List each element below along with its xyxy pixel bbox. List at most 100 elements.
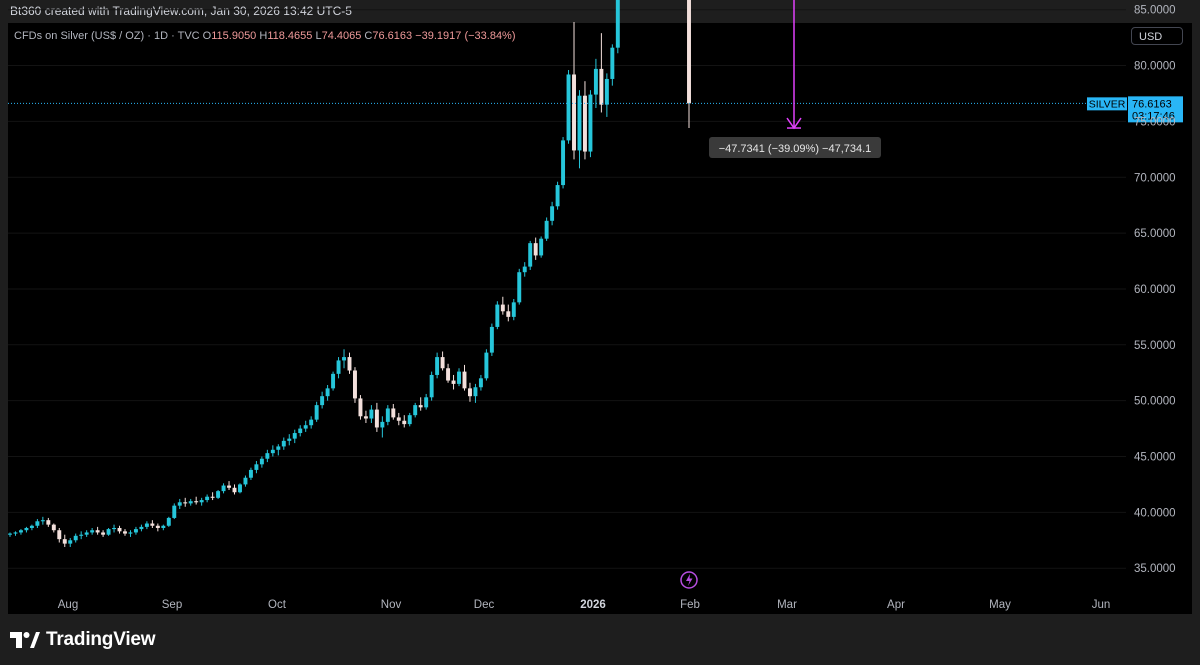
legend-close-label: C <box>364 30 373 42</box>
candle-body <box>506 311 511 317</box>
candle-body <box>90 530 95 533</box>
y-tick-label: 70.0000 <box>1134 172 1176 184</box>
candle-body <box>325 388 330 397</box>
symbol-tag-label: SILVER <box>1089 98 1126 110</box>
candle-body <box>451 380 456 384</box>
candle-body <box>582 95 587 152</box>
candle-body <box>331 373 336 389</box>
legend-low: L74.4065 <box>315 30 364 42</box>
y-tick-label: 35.0000 <box>1134 563 1176 575</box>
legend-close-value: 76.6163 <box>372 30 413 42</box>
candle-body <box>221 485 226 492</box>
candle-body <box>599 68 604 105</box>
tradingview-logo[interactable]: TradingView <box>10 628 156 652</box>
symbol-legend: CFDs on Silver (US$ / OZ) · 1D · TVC O11… <box>14 30 516 42</box>
candle-body <box>29 525 34 528</box>
candle-body <box>402 420 407 425</box>
price-tag-value: 76.6163 <box>1132 98 1172 110</box>
candle-body <box>424 397 429 408</box>
candle-body <box>57 530 62 540</box>
candle-body <box>35 521 40 526</box>
candle-body <box>139 526 144 530</box>
candle-body <box>566 74 571 141</box>
candle-body <box>413 405 418 416</box>
candle-body <box>363 416 368 419</box>
candle-body <box>199 500 204 503</box>
candle-body <box>473 387 478 397</box>
candle-body <box>303 425 308 429</box>
candle-body <box>489 326 494 353</box>
candle-body <box>374 409 379 428</box>
candle-body <box>68 540 73 544</box>
candle-body <box>467 388 472 397</box>
candle-body <box>259 458 264 465</box>
y-tick-label: 55.0000 <box>1134 340 1176 352</box>
candle-body <box>84 532 89 535</box>
measure-label: −47.7341 (−39.09%) −47,734.1 <box>719 143 872 155</box>
candle-body <box>577 95 582 151</box>
x-tick-label: Sep <box>162 599 182 611</box>
legend-low-value: 74.4065 <box>321 30 362 42</box>
candle-body <box>533 243 538 256</box>
candle-body <box>347 357 352 371</box>
candle-body <box>128 532 133 534</box>
candle-body <box>561 140 566 186</box>
grid <box>8 9 1126 569</box>
candle-body <box>517 272 522 303</box>
time-axis[interactable] <box>8 588 1126 614</box>
candle-body <box>555 185 560 207</box>
candle-body <box>500 304 505 312</box>
tradingview-logo-icon <box>10 632 40 648</box>
candle-body <box>572 74 576 151</box>
lightning-bolt <box>686 574 693 586</box>
x-tick-label: Feb <box>680 599 700 611</box>
candle-body <box>407 415 412 425</box>
y-tick-label: 60.0000 <box>1134 284 1176 296</box>
y-tick-label: 50.0000 <box>1134 396 1176 408</box>
candle-body <box>177 502 182 506</box>
symbol-tag <box>1087 97 1127 111</box>
currency-button[interactable]: USD <box>1131 27 1183 45</box>
candle-body <box>391 408 396 418</box>
legend-title: CFDs on Silver (US$ / OZ) · 1D · TVC <box>14 30 200 42</box>
candle-body <box>73 535 78 541</box>
legend-close: C76.6163 <box>364 30 415 42</box>
candle-body <box>62 539 67 544</box>
x-tick-label: Dec <box>474 599 495 611</box>
candle-body <box>13 532 18 534</box>
candle-body <box>161 525 166 528</box>
x-tick-label: Jun <box>1092 599 1111 611</box>
y-tick-labels: 35.0000 40.0000 45.0000 50.0000 55.0000 60.00… <box>1134 5 1176 576</box>
legend-high-value: 118.4655 <box>267 30 313 42</box>
candle-body <box>495 304 500 327</box>
candle-body <box>380 421 385 428</box>
lightning-icon[interactable] <box>680 571 698 589</box>
top-bar: Bt360 created with TradingView.com, Jan … <box>0 0 1200 22</box>
legend-high-label: H <box>259 30 268 42</box>
candle-body <box>309 419 314 426</box>
candle-body <box>435 357 440 375</box>
candle-body <box>320 396 325 406</box>
candle-body <box>254 464 259 470</box>
candle-body <box>342 357 346 361</box>
candle-body <box>687 0 691 104</box>
axis-corner <box>1126 588 1192 614</box>
y-tick-label: 80.0000 <box>1134 61 1176 73</box>
candle-body <box>24 527 29 531</box>
candle-body <box>265 453 270 459</box>
tradingview-wordmark: TradingView <box>46 629 156 650</box>
candle-body <box>18 530 23 533</box>
legend-low-label: L <box>315 30 322 42</box>
candle-body <box>462 371 467 389</box>
candle-body <box>144 523 149 527</box>
candle-body <box>232 487 237 493</box>
y-tick-label: 85.0000 <box>1134 5 1176 17</box>
candle-body <box>238 484 242 493</box>
candle-body <box>243 477 248 485</box>
legend-open-value: 115.9050 <box>211 30 257 42</box>
y-tick-label: 40.0000 <box>1134 507 1176 519</box>
candle-body <box>46 520 51 525</box>
candle-body <box>287 438 292 441</box>
x-tick-label: Mar <box>777 599 797 611</box>
